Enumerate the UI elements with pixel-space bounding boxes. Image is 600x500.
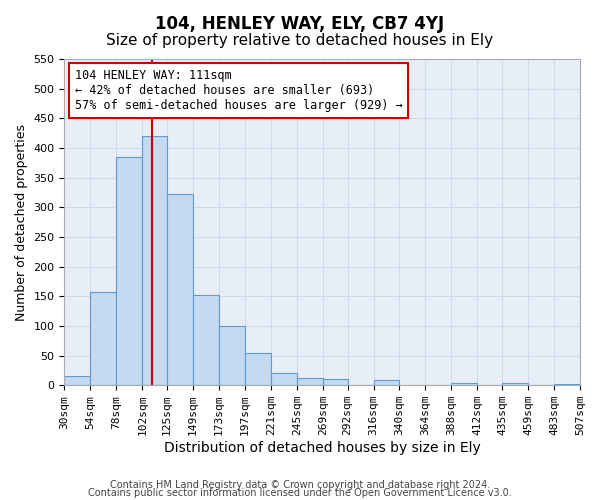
Bar [219,326,245,385]
Bar [64,376,91,385]
Bar [271,374,297,385]
Text: Size of property relative to detached houses in Ely: Size of property relative to detached ho… [106,32,494,48]
Bar [451,384,478,385]
Text: 104 HENLEY WAY: 111sqm
← 42% of detached houses are smaller (693)
57% of semi-de: 104 HENLEY WAY: 111sqm ← 42% of detached… [75,69,403,112]
Bar [374,380,400,385]
Y-axis label: Number of detached properties: Number of detached properties [15,124,28,320]
Bar [167,194,193,385]
Bar [116,157,142,385]
Bar [91,292,116,385]
Bar [502,384,528,385]
Bar [554,384,580,385]
Bar [245,352,271,385]
Bar [297,378,323,385]
Bar [193,295,219,385]
Text: Contains public sector information licensed under the Open Government Licence v3: Contains public sector information licen… [88,488,512,498]
Bar [323,380,347,385]
Bar [142,136,167,385]
X-axis label: Distribution of detached houses by size in Ely: Distribution of detached houses by size … [164,441,481,455]
Text: 104, HENLEY WAY, ELY, CB7 4YJ: 104, HENLEY WAY, ELY, CB7 4YJ [155,15,445,33]
Text: Contains HM Land Registry data © Crown copyright and database right 2024.: Contains HM Land Registry data © Crown c… [110,480,490,490]
